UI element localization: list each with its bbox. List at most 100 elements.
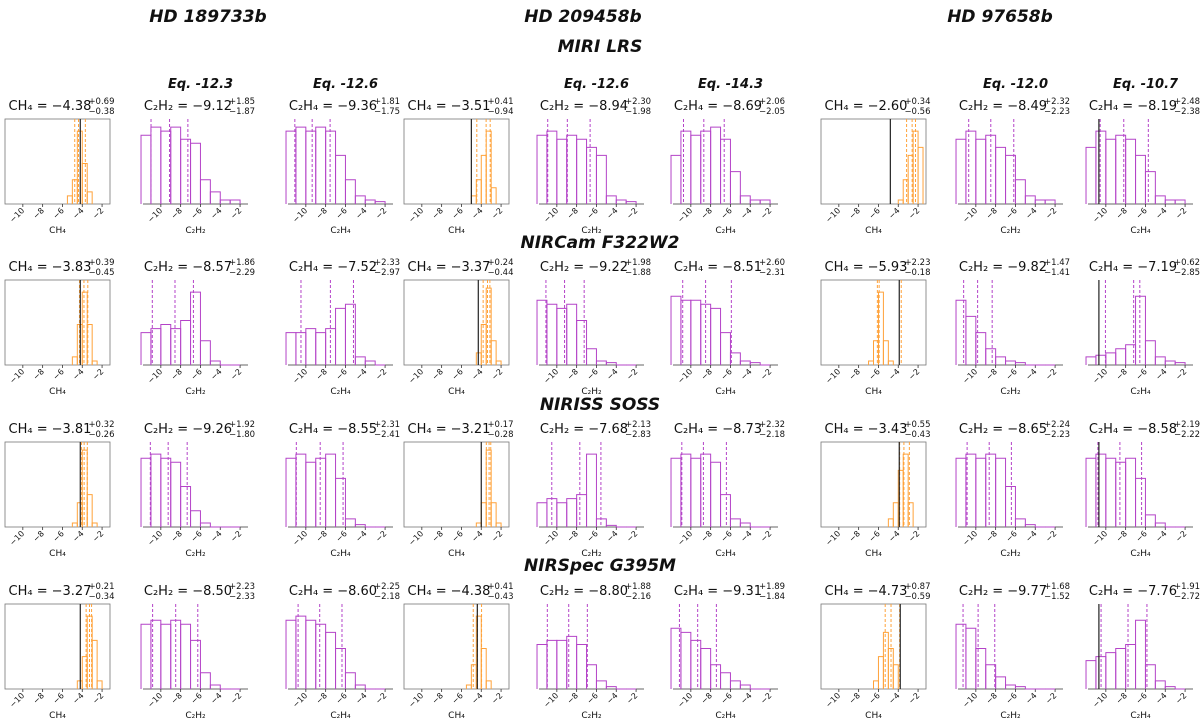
histogram-bar: [335, 154, 346, 204]
panel-label: C₂H₄ = −9.36: [289, 99, 377, 114]
panel: C₂H₂ = −8.49+2.32−2.23 −10 −8 −6 −4 −2 C₂H₂: [955, 97, 1070, 236]
x-tick-label: −4: [470, 367, 485, 382]
x-tick-label: −8: [430, 691, 445, 706]
median-label: −9.31: [722, 584, 762, 599]
lower-label: −1.87: [229, 107, 255, 117]
median-label: −9.77: [1007, 584, 1047, 599]
histogram-bar: [877, 291, 884, 365]
panel-label: CH₄ = −3.27: [9, 584, 92, 599]
histogram-bar: [295, 615, 307, 689]
x-axis-label: CH₄: [49, 226, 66, 236]
median-label: −4.73: [868, 584, 908, 599]
panel: C₂H₄ = −7.76+1.91−2.72 −10 −8 −6 −4 −2 C₂H₄: [1085, 582, 1200, 721]
panel: CH₄ = −4.73+0.87−0.59 −10 −8 −6 −4 −2 CH₄: [820, 582, 931, 721]
histogram-bar: [180, 138, 192, 204]
x-tick-label: −4: [887, 529, 902, 544]
upper-label: +0.17: [487, 420, 513, 430]
lower-label: −0.45: [88, 268, 114, 278]
x-axis-label: C₂H₄: [1130, 711, 1151, 721]
panel-label: CH₄ = −3.51: [408, 99, 491, 114]
x-tick-label: −2: [490, 691, 505, 706]
histogram-bar: [285, 332, 297, 365]
eq-label: Eq. -10.7: [1113, 77, 1179, 92]
x-tick-label: −6: [450, 529, 465, 544]
histogram-bar: [720, 672, 731, 689]
panel-label: CH₄ = −2.60: [825, 99, 908, 114]
x-axis-label: C₂H₄: [715, 387, 736, 397]
histogram-bar: [285, 130, 297, 204]
median-label: −7.68: [588, 422, 628, 437]
histogram-bar: [749, 362, 761, 365]
lower-label: −0.94: [487, 107, 513, 117]
x-tick-label: −2: [625, 367, 640, 382]
x-axis-label: CH₄: [865, 711, 882, 721]
panel-label: C₂H₂ = −9.77: [959, 584, 1047, 599]
lower-label: −1.52: [1044, 592, 1070, 602]
lower-label: −2.16: [625, 592, 651, 602]
x-tick-label: −4: [1024, 206, 1039, 221]
x-axis-label: CH₄: [49, 549, 66, 559]
x-tick-label: −8: [984, 691, 999, 706]
x-tick-label: −8: [1114, 529, 1129, 544]
panel: CH₄ = −4.38+0.69−0.38 −10 −8 −6 −4 −2 CH₄: [4, 97, 115, 236]
x-tick-label: −8: [31, 206, 46, 221]
x-tick-label: −8: [314, 367, 329, 382]
histogram-bar: [1014, 518, 1026, 527]
x-tick-label: −8: [169, 529, 184, 544]
x-axis-label: C₂H₄: [715, 226, 736, 236]
x-tick-label: −10: [8, 529, 26, 547]
histogram-bar: [364, 199, 376, 204]
upper-label: +2.32: [759, 420, 785, 430]
eq-label: Eq. -14.3: [698, 77, 763, 92]
x-tick-label: −4: [1154, 206, 1169, 221]
x-tick-label: −10: [1091, 529, 1109, 547]
histogram-bar: [199, 340, 211, 365]
histogram-bar: [887, 360, 894, 365]
histogram-bar: [1164, 199, 1176, 204]
frame: [820, 441, 927, 528]
upper-label: +2.24: [1044, 420, 1070, 430]
x-tick-label: −8: [314, 206, 329, 221]
panel-label: C₂H₂ = −8.80: [540, 584, 628, 599]
median-label: −4.38: [52, 99, 92, 114]
x-axis-label: CH₄: [49, 711, 66, 721]
row-title: MIRI LRS: [558, 37, 643, 57]
histogram-bar: [720, 332, 731, 365]
histogram-bar: [470, 664, 477, 689]
x-tick-label: −2: [374, 367, 389, 382]
histogram-bar: [354, 195, 366, 204]
upper-label: +1.47: [1044, 258, 1070, 268]
histogram-bar: [975, 648, 987, 689]
histogram-bar: [490, 340, 497, 365]
panel-label: CH₄ = −4.38: [408, 584, 491, 599]
histogram-bar: [615, 199, 627, 204]
frame: [403, 603, 510, 690]
x-tick-label: −8: [430, 529, 445, 544]
median-label: −3.51: [451, 99, 491, 114]
molecule: CH₄ =: [408, 260, 447, 275]
frame: [820, 603, 927, 690]
x-axis-label: C₂H₂: [185, 711, 206, 721]
x-tick-label: −8: [1114, 691, 1129, 706]
panel-label: CH₄ = −4.73: [825, 584, 908, 599]
histogram-bar: [882, 631, 889, 689]
histogram-bar: [325, 130, 337, 204]
histogram-bar: [344, 303, 356, 365]
x-tick-label: −6: [1134, 691, 1149, 706]
panel-label: C₂H₂ = −8.50: [144, 584, 232, 599]
x-tick-label: −6: [719, 367, 734, 382]
x-tick-label: −4: [605, 529, 620, 544]
x-tick-label: −2: [907, 691, 922, 706]
histogram-bar: [374, 201, 386, 204]
histogram-bar: [955, 299, 967, 365]
upper-label: +2.13: [625, 420, 651, 430]
histogram-bar: [86, 494, 93, 527]
x-tick-label: −8: [169, 206, 184, 221]
median-label: −8.19: [1137, 99, 1177, 114]
median-label: −8.55: [337, 422, 377, 437]
panel: CH₄ = −3.51+0.41−0.94 −10 −8 −6 −4 −2 CH₄: [403, 97, 514, 236]
histogram-bar: [566, 134, 578, 204]
histogram-bar: [81, 291, 88, 365]
lower-label: −2.23: [1044, 107, 1070, 117]
